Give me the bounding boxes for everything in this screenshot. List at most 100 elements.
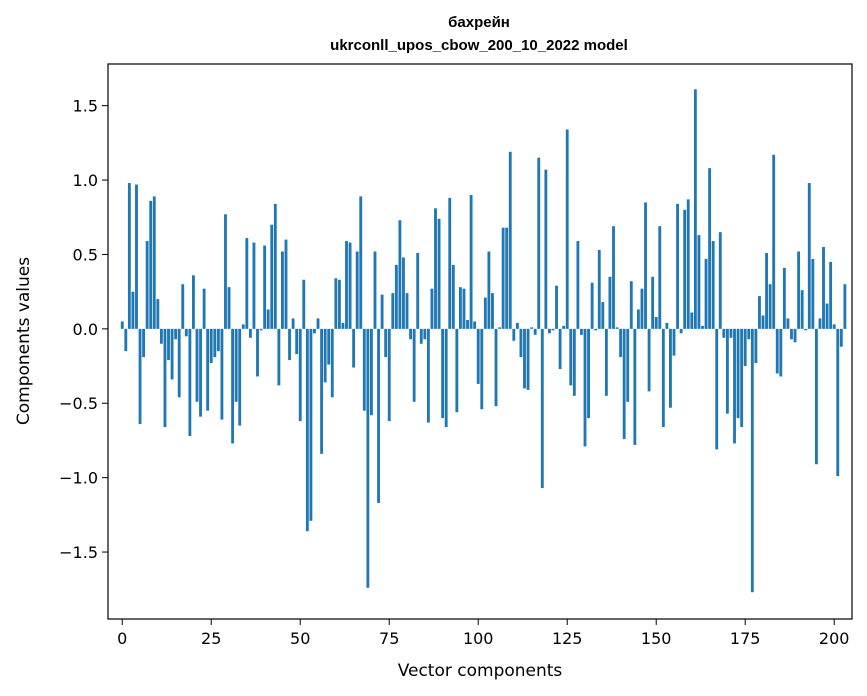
bar-27: [216, 328, 220, 352]
bar-140: [619, 328, 623, 358]
bar-201: [836, 328, 840, 477]
bar-108: [505, 227, 509, 329]
bar-67: [359, 196, 363, 329]
bar-73: [380, 294, 384, 329]
bar-167: [715, 328, 719, 450]
x-tick-label: 25: [201, 629, 221, 648]
bar-59: [330, 328, 334, 398]
bar-11: [159, 328, 163, 344]
x-tick-label: 50: [290, 629, 310, 648]
bar-18: [184, 328, 188, 337]
bar-20: [192, 275, 195, 329]
bar-164: [704, 258, 708, 329]
bar-74: [384, 328, 388, 358]
bar-76: [391, 293, 395, 329]
x-axis-label: Vector components: [398, 661, 563, 681]
bar-163: [701, 325, 704, 329]
x-axis-ticks: 0 25 50 75 100 125 150 175 200: [117, 619, 849, 648]
bar-168: [718, 232, 722, 329]
bar-14: [170, 328, 174, 380]
bar-40: [263, 245, 267, 329]
bar-155: [672, 328, 676, 356]
y-tick-label: 1.0: [73, 171, 98, 190]
bar-52: [305, 328, 309, 532]
bar-156: [676, 203, 679, 329]
bar-142: [626, 328, 630, 402]
bar-115: [530, 327, 534, 329]
bar-193: [807, 183, 811, 329]
x-tick-label: 0: [117, 629, 127, 648]
bar-37: [252, 242, 256, 329]
bar-136: [604, 328, 608, 396]
bar-19: [188, 328, 192, 436]
bar-58: [327, 328, 331, 365]
bar-166: [711, 241, 715, 329]
bar-75: [387, 328, 391, 422]
bar-65: [352, 328, 356, 368]
bar-109: [508, 151, 512, 329]
x-tick-label: 175: [730, 629, 761, 648]
y-axis-label: Components values: [14, 257, 34, 425]
bar-2: [127, 183, 131, 329]
bar-129: [580, 328, 583, 335]
bar-107: [501, 227, 505, 329]
bar-192: [804, 328, 808, 331]
bar-24: [206, 328, 210, 411]
bar-127: [572, 328, 576, 396]
bar-68: [362, 328, 366, 411]
bar-46: [284, 239, 288, 329]
bar-78: [398, 220, 402, 329]
bar-94: [455, 328, 459, 413]
bar-145: [636, 309, 640, 329]
bar-197: [822, 247, 825, 329]
bar-169: [722, 328, 726, 338]
bar-118: [540, 328, 544, 489]
bar-110: [512, 328, 516, 341]
bar-57: [323, 328, 327, 383]
bar-100: [476, 328, 480, 384]
bar-200: [832, 324, 836, 329]
bar-141: [622, 328, 626, 439]
y-tick-label: 0.5: [73, 245, 98, 264]
bar-144: [633, 328, 637, 445]
x-tick-label: 100: [463, 629, 494, 648]
bar-194: [811, 258, 815, 329]
bar-161: [693, 89, 697, 329]
bar-111: [515, 322, 519, 329]
bar-124: [562, 325, 566, 329]
chart-title: бахрейн: [448, 14, 510, 31]
bar-83: [416, 252, 420, 329]
bar-152: [661, 328, 665, 428]
bar-139: [615, 327, 619, 329]
bar-63: [345, 241, 348, 329]
bar-117: [537, 157, 541, 329]
bar-84: [419, 328, 423, 344]
bar-64: [348, 242, 352, 329]
bar-184: [775, 328, 779, 374]
bar-79: [402, 257, 405, 329]
bar-88: [434, 208, 437, 329]
bar-54: [313, 328, 316, 334]
bar-119: [544, 169, 548, 329]
bar-178: [754, 328, 758, 364]
bar-177: [750, 328, 754, 593]
bar-47: [288, 328, 291, 361]
bar-172: [733, 328, 736, 444]
bar-34: [241, 324, 245, 329]
bar-22: [199, 328, 202, 417]
bar-114: [526, 328, 530, 390]
bar-174: [740, 328, 744, 428]
bar-21: [195, 328, 199, 402]
bar-99: [473, 321, 477, 329]
bar-89: [437, 218, 441, 329]
bar-90: [441, 328, 445, 419]
bar-17: [181, 284, 185, 329]
bar-13: [167, 328, 170, 361]
bar-149: [651, 276, 655, 329]
bar-31: [231, 328, 235, 444]
bar-25: [209, 328, 213, 364]
bar-55: [316, 318, 320, 329]
bar-44: [277, 328, 281, 386]
bar-26: [213, 328, 217, 358]
bar-134: [597, 249, 601, 329]
